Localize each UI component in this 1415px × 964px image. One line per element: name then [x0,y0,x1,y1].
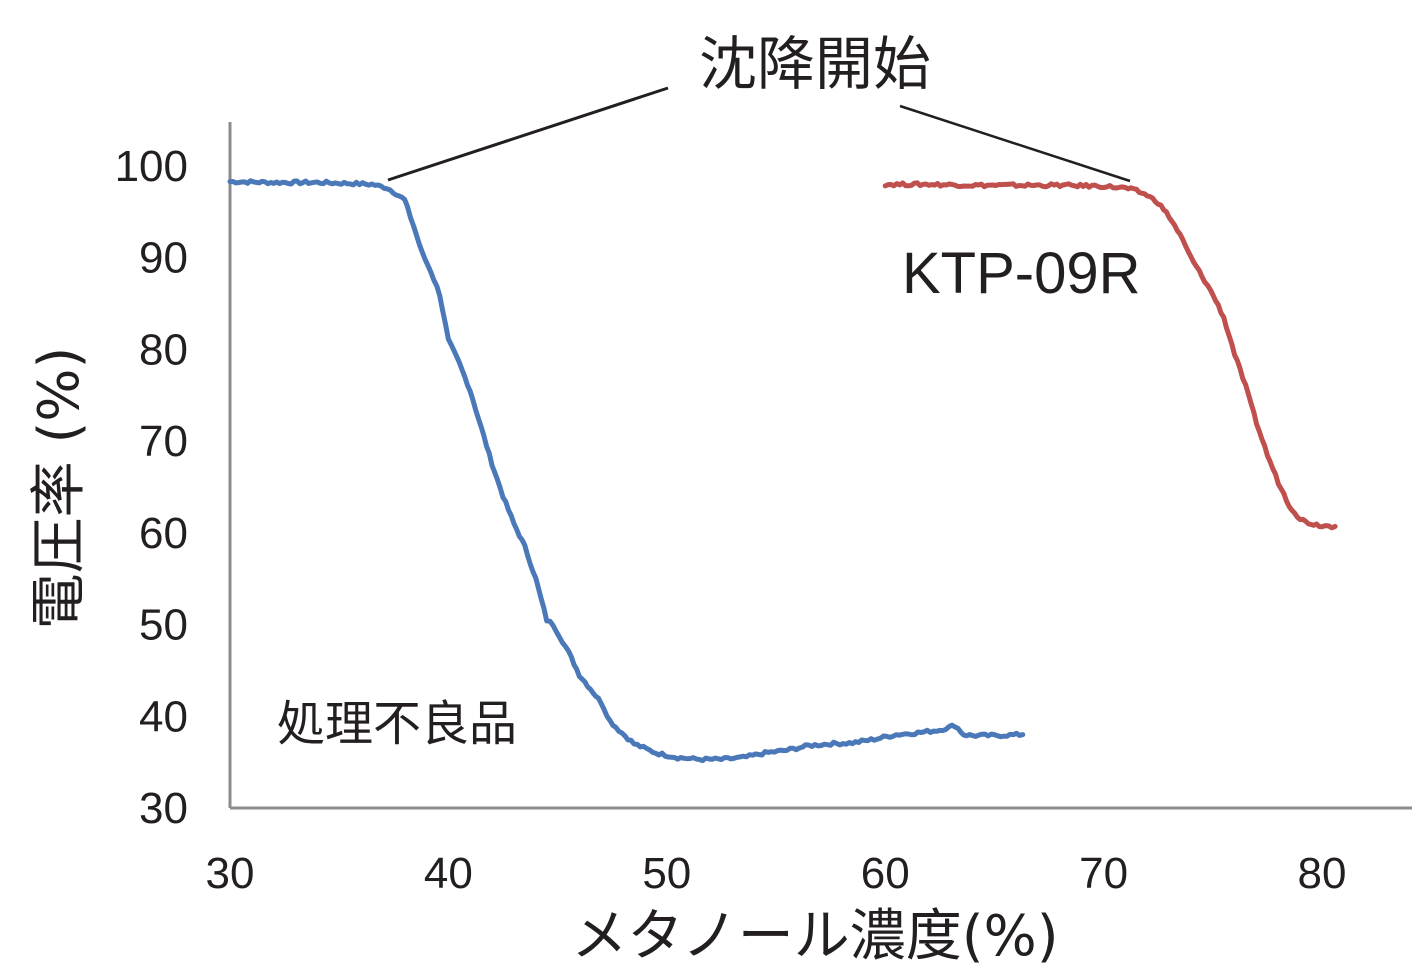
x-tick-label: 30 [206,849,255,898]
y-tick-label: 90 [139,234,188,283]
y-tick-label: 50 [139,601,188,650]
y-tick-label: 80 [139,325,188,374]
series-label-defective: 処理不良品 [277,696,517,752]
onset-leader-left [387,86,669,182]
y-axis-title: 電圧率 (%) [27,347,92,630]
x-tick-label: 50 [642,849,691,898]
series-label-ktp09r: KTP-09R [902,241,1141,306]
onset-leader-right [899,104,1131,183]
x-tick-label: 40 [424,849,473,898]
x-tick-label: 60 [861,849,910,898]
series-lines [227,178,1338,764]
x-axis-title: メタノール濃度(%) [571,904,1058,964]
x-tick-label: 70 [1079,849,1128,898]
y-tick-label: 60 [139,509,188,558]
x-tick-label: 80 [1298,849,1347,898]
y-tick-label: 70 [139,417,188,466]
onset-annotation: 沈降開始 [699,30,931,98]
y-tick-label: 30 [139,784,188,833]
axes [228,122,1412,810]
y-tick-label: 40 [139,692,188,741]
series-line-0 [227,178,1026,764]
tick-labels: 30 40 50 60 70 80 30 40 50 60 70 80 90 100 [115,142,1347,898]
y-tick-label: 100 [115,142,188,191]
series-line-1 [882,180,1338,531]
